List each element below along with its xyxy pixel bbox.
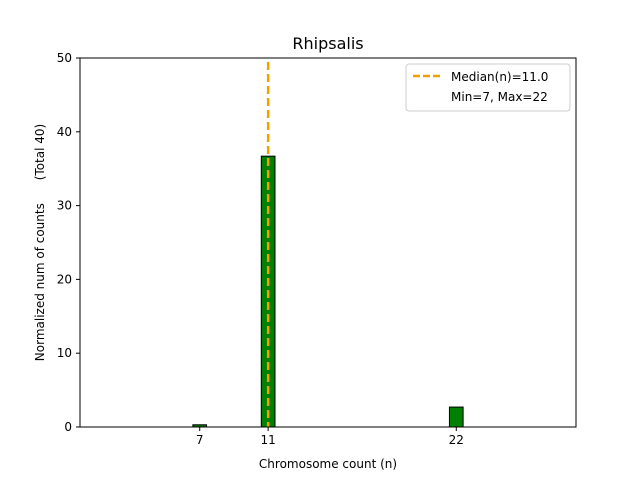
y-ticks: 0 10 20 30 40 50 (57, 51, 80, 434)
bar-22 (448, 406, 464, 428)
legend-box (405, 63, 571, 112)
x-axis-label: Chromosome count (n) (259, 457, 397, 471)
x-tick-label-7: 7 (196, 433, 204, 447)
x-ticks: 7 11 22 (196, 427, 464, 447)
y-tick-label-50: 50 (57, 51, 72, 65)
plot-frame (79, 57, 577, 428)
bars-layer (192, 155, 464, 428)
y-tick-label-10: 10 (57, 346, 72, 360)
legend: Median(n)=11.0 Min=7, Max=22 (405, 63, 571, 112)
y-tick-label-40: 40 (57, 125, 72, 139)
y-tick-label-20: 20 (57, 272, 72, 286)
y-tick-label-30: 30 (57, 199, 72, 213)
y-axis-label: Normalized num of counts (Total 40) (33, 124, 47, 361)
legend-entry-range: Min=7, Max=22 (451, 90, 548, 104)
x-tick-label-22: 22 (449, 433, 464, 447)
legend-entry-median: Median(n)=11.0 (451, 70, 548, 84)
chart-title: Rhipsalis (292, 34, 363, 53)
y-tick-label-0: 0 (64, 420, 72, 434)
x-tick-label-11: 11 (260, 433, 275, 447)
